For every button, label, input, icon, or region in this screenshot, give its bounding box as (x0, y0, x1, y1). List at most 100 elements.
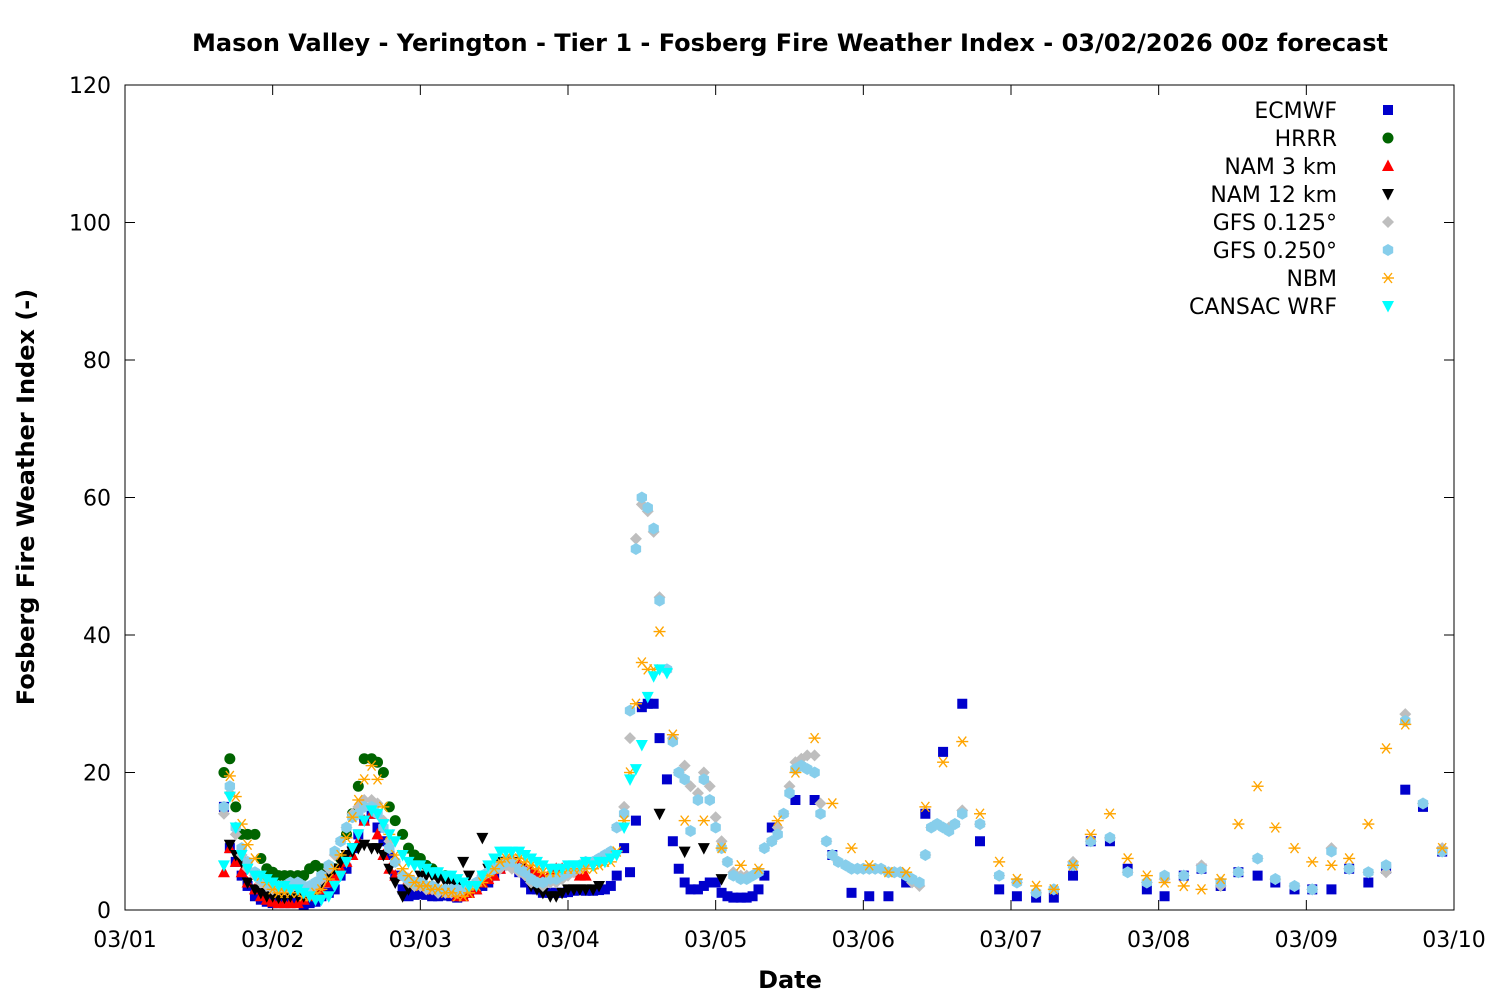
data-point-nbm (919, 801, 932, 813)
asterisk-stroke (341, 832, 352, 844)
x-tick-label: 03/10 (1422, 928, 1485, 953)
data-point-ecmwf (409, 889, 420, 900)
data-point-nam-12-km (457, 856, 470, 869)
data-point-cansac-wrf (530, 856, 543, 869)
data-point-nam-12-km (445, 877, 458, 889)
data-point-nbm (678, 815, 691, 827)
data-point-cansac-wrf (377, 819, 390, 831)
asterisk-stroke (1049, 883, 1059, 895)
data-point-gfs-0-250 (914, 876, 925, 889)
asterisk-stroke (1253, 780, 1263, 792)
asterisk-stroke (1270, 822, 1280, 833)
data-point-gfs-0-125 (814, 797, 827, 810)
asterisk-stroke (699, 815, 709, 827)
data-point-gfs-0-125 (808, 749, 821, 762)
asterisk-stroke (680, 815, 690, 827)
data-point-nbm (346, 811, 359, 823)
data-point-nam-12-km (383, 863, 396, 876)
data-point-nam-12-km (389, 877, 402, 889)
data-point-nam-12-km (550, 891, 563, 903)
asterisk-stroke (353, 794, 363, 806)
data-point-gfs-0-250 (698, 773, 710, 786)
asterisk-stroke (938, 756, 948, 768)
data-point-gfs-0-250 (759, 842, 770, 855)
data-point-gfs-0-250 (1122, 866, 1133, 879)
data-point-nbm (1399, 718, 1412, 730)
asterisk-stroke (637, 657, 647, 668)
data-point-cansac-wrf (383, 829, 396, 841)
data-point-cansac-wrf (229, 822, 242, 834)
data-point-cansac-wrf (445, 870, 458, 883)
data-point-nbm (352, 794, 365, 806)
data-point-nbm (1343, 853, 1356, 864)
data-point-nbm (1121, 853, 1134, 864)
asterisk-stroke (347, 811, 357, 823)
data-point-ecmwf (372, 822, 383, 833)
data-point-nbm (629, 698, 642, 710)
data-point-gfs-0-250 (1196, 862, 1207, 875)
data-point-nbm (956, 736, 969, 747)
data-point-ecmwf (673, 863, 684, 874)
data-point-ecmwf (415, 889, 426, 900)
axes: 03/01 03/02 03/03 03/04 03/05 03/06 03/07 03/08… (69, 74, 1486, 953)
data-point-ecmwf (625, 867, 636, 878)
x-tick-label: 03/03 (389, 928, 452, 953)
data-point-hrrr (230, 801, 242, 813)
data-point-cansac-wrf (303, 891, 316, 903)
data-point-nbm (463, 887, 476, 899)
asterisk-stroke (1400, 718, 1410, 730)
asterisk-stroke (250, 853, 260, 864)
asterisk-stroke (1031, 880, 1041, 892)
data-point-cansac-wrf (420, 863, 433, 876)
data-point-gfs-0-250 (1252, 852, 1263, 865)
data-point-cansac-wrf (525, 853, 538, 865)
data-point-hrrr (249, 828, 261, 840)
asterisk-stroke (372, 773, 383, 785)
data-point-nbm (1030, 880, 1043, 892)
y-tick-label: 80 (83, 349, 111, 374)
data-point-nbm (1047, 883, 1060, 895)
data-point-ecmwf (728, 892, 739, 903)
legend-marker-hrrr (1382, 132, 1394, 144)
data-point-gfs-0-250 (618, 807, 630, 820)
asterisk-stroke (790, 767, 800, 778)
data-point-nam-12-km (241, 877, 254, 889)
data-point-gfs-0-250 (692, 794, 704, 806)
asterisk-stroke (433, 883, 443, 895)
data-point-ecmwf (667, 836, 678, 847)
asterisk-stroke (1437, 842, 1447, 854)
data-point-nam-3-km (579, 869, 592, 881)
data-point-cansac-wrf (241, 863, 254, 876)
data-point-ecmwf (710, 877, 721, 888)
x-tick-label: 03/01 (93, 928, 156, 953)
data-point-nbm (937, 756, 950, 768)
asterisk-stroke (1363, 818, 1373, 830)
data-point-nbm (1288, 842, 1301, 854)
data-point-nbm (1195, 883, 1208, 895)
asterisk-stroke (359, 773, 369, 785)
data-point-gfs-0-250 (1104, 831, 1116, 844)
data-point-gfs-0-250 (957, 807, 968, 820)
asterisk-stroke (1381, 743, 1391, 754)
data-point-nbm (1084, 828, 1097, 840)
data-point-cansac-wrf (291, 884, 304, 896)
data-point-cansac-wrf (328, 880, 341, 893)
data-point-cansac-wrf (365, 805, 378, 817)
data-point-cansac-wrf (389, 836, 402, 848)
x-tick-label: 03/02 (241, 928, 304, 953)
data-point-gfs-0-250 (772, 828, 783, 841)
data-point-nam-12-km (340, 850, 353, 862)
data-point-nbm (653, 626, 666, 637)
data-point-nbm (734, 859, 747, 871)
data-point-ecmwf (1068, 870, 1079, 881)
data-point-cansac-wrf (346, 843, 359, 855)
data-point-ecmwf (679, 877, 690, 888)
data-point-cansac-wrf (322, 891, 335, 903)
data-point-ecmwf (759, 870, 770, 881)
data-point-cansac-wrf (647, 671, 660, 683)
data-point-nbm (826, 798, 839, 809)
data-point-gfs-0-250 (704, 794, 715, 806)
data-point-cansac-wrf (334, 870, 347, 883)
data-point-nbm (1103, 808, 1116, 820)
